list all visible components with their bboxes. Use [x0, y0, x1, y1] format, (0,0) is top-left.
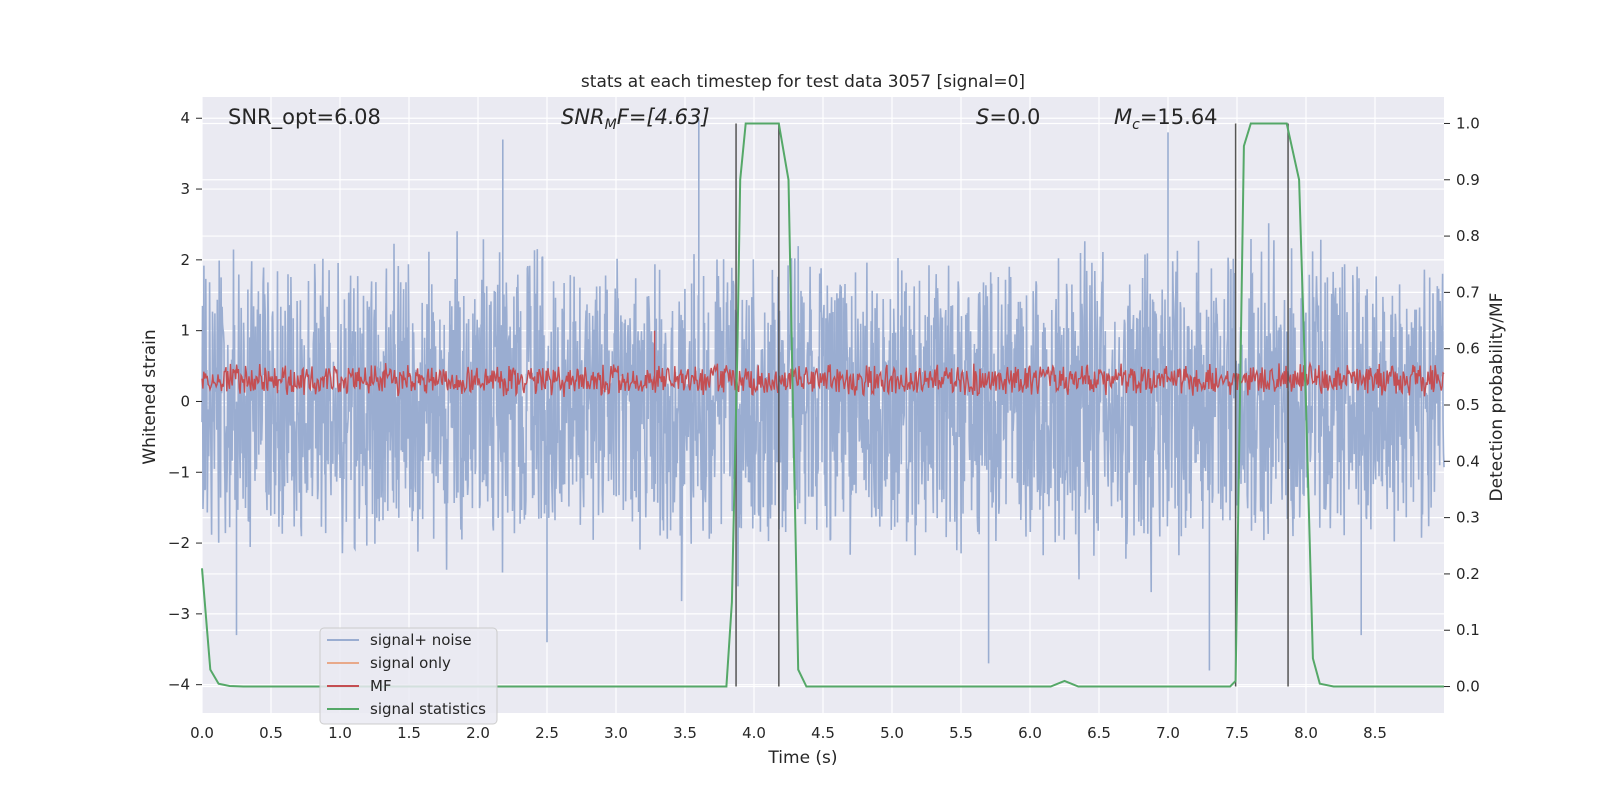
x-tick-label: 1.5 [397, 724, 421, 742]
y2-tick-label: 0.3 [1456, 509, 1480, 527]
annotation-s: S=0.0 [976, 105, 1040, 129]
x-tick-label: 6.5 [1087, 724, 1111, 742]
y-tick-label: −3 [168, 605, 190, 623]
annotation-snr-opt: SNR_opt=6.08 [228, 105, 381, 130]
legend-label-signal-only: signal only [370, 654, 451, 672]
annotation-snr-mf: SNRMF=[4.63] [561, 105, 710, 133]
x-tick-label: 5.5 [949, 724, 973, 742]
x-tick-label: 4.0 [742, 724, 766, 742]
series-signal-noise [201, 118, 1445, 671]
signal-noise-line [201, 118, 1445, 671]
legend-label-mf: MF [370, 677, 392, 695]
legend-label-signal-noise: signal+ noise [370, 631, 472, 649]
y2-tick-label: 0.1 [1456, 621, 1480, 639]
y-axis-label: Whitened strain [140, 329, 160, 464]
y2-axis-label: Detection probability/MF [1487, 293, 1507, 502]
y2-tick-label: 0.2 [1456, 565, 1480, 583]
x-tick-label: 2.0 [466, 724, 490, 742]
signal-statistics-line [201, 122, 1444, 688]
x-axis-label: Time (s) [767, 748, 837, 768]
x-tick-label: 8.0 [1294, 724, 1318, 742]
y2-tick-label: 0.8 [1456, 227, 1480, 245]
y2-tick-label: 1.0 [1456, 114, 1480, 132]
x-tick-label: 5.0 [880, 724, 904, 742]
x-tick-label: 3.5 [673, 724, 697, 742]
chart-title: stats at each timestep for test data 305… [581, 72, 1025, 92]
x-tick-label: 6.0 [1018, 724, 1042, 742]
annotation-mc: Mc=15.64 [1114, 105, 1218, 133]
y-tick-label: 1 [180, 322, 190, 340]
y2-tick-label: 0.6 [1456, 340, 1480, 358]
legend-box [319, 627, 498, 725]
x-tick-label: 0.5 [259, 724, 283, 742]
y-tick-label: 3 [180, 180, 190, 198]
x-tick-label: 3.0 [604, 724, 628, 742]
mf-line [201, 330, 1445, 398]
x-tick-label: 1.0 [328, 724, 352, 742]
y2-tick-label: 0.9 [1456, 171, 1480, 189]
y-tick-label: −4 [168, 676, 190, 694]
series-signal-statistics [201, 122, 1444, 688]
x-tick-label: 4.5 [811, 724, 835, 742]
y-tick-label: −1 [168, 463, 190, 481]
y2-tick-label: 0.7 [1456, 283, 1480, 301]
y2-tick-label: 0.4 [1456, 452, 1480, 470]
x-tick-label: 0.0 [190, 724, 214, 742]
axes: 0.0 0.5 1.0 1.5 2.0 2.5 3.0 3.5 4.0 4.5 5.0 5.5 6.0 6… [168, 109, 1480, 742]
x-tick-label: 2.5 [535, 724, 559, 742]
x-tick-label: 8.5 [1363, 724, 1387, 742]
y2-tick-label: 0.0 [1456, 678, 1480, 696]
y-tick-label: 0 [180, 392, 190, 410]
legend: signal+ noise signal only MF signal stat… [319, 627, 498, 725]
y-tick-label: 2 [180, 251, 190, 269]
series-mf [201, 330, 1445, 398]
y-tick-label: −2 [168, 534, 190, 552]
x-tick-label: 7.0 [1156, 724, 1180, 742]
legend-label-signal-statistics: signal statistics [370, 700, 486, 718]
y-tick-label: 4 [180, 109, 190, 127]
x-tick-label: 7.5 [1225, 724, 1249, 742]
y2-tick-label: 0.5 [1456, 396, 1480, 414]
